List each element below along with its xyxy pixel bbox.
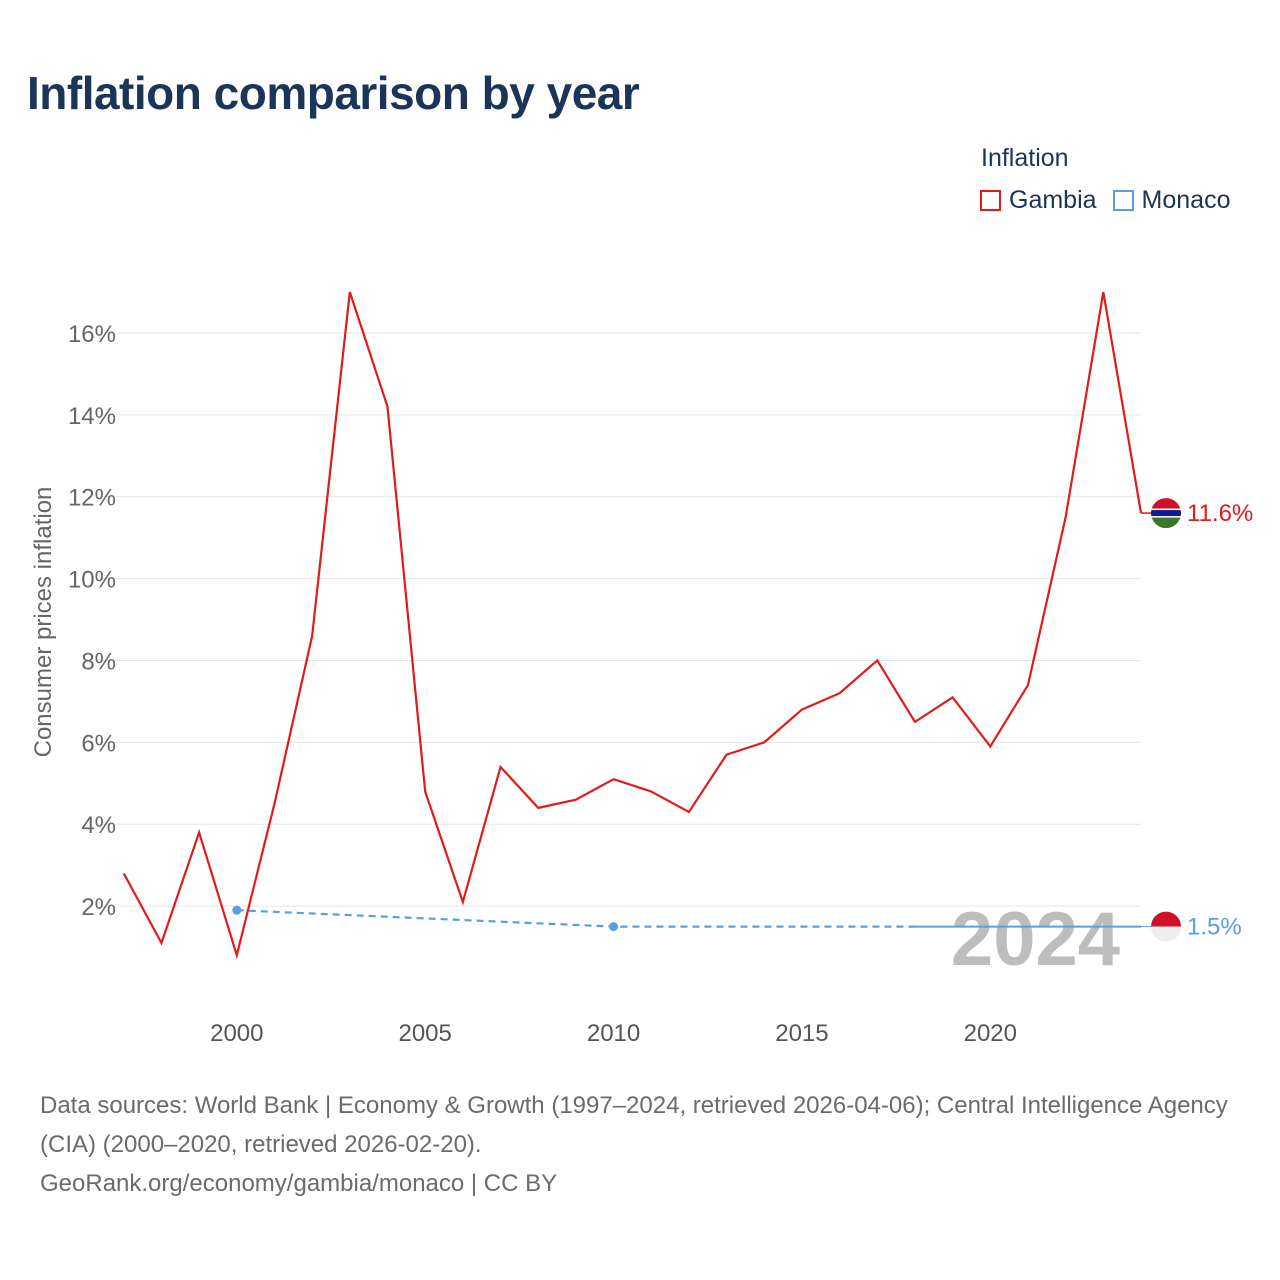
y-axis-label: Consumer prices inflation [30, 487, 57, 758]
monaco-point-2010 [609, 922, 619, 932]
legend-item-monaco[interactable]: Monaco [1112, 186, 1231, 215]
chart-plot-area: 2% 4% 6% 8% 10% 12% 14% 16% 2000 2005 2010 2015 2020… [30, 291, 1253, 1047]
y-tick-label-2: 2% [81, 894, 116, 921]
legend-label-gambia: Gambia [1009, 186, 1097, 214]
x-tick-label-2005: 2005 [398, 1020, 451, 1047]
data-sources: Data sources: World Bank | Economy & Gro… [40, 1086, 1240, 1203]
credit-link[interactable]: GeoRank.org/economy/gambia/monaco | CC B… [40, 1170, 558, 1197]
legend-swatch-monaco [1112, 190, 1134, 211]
monaco-end-label: 1.5% [1187, 914, 1242, 941]
gambia-end-label: 11.6% [1187, 500, 1253, 527]
legend-title: Inflation [981, 144, 1069, 172]
series-layer [122, 291, 1181, 960]
legend-label-monaco: Monaco [1141, 186, 1231, 214]
legend: Gambia Monaco [980, 186, 1231, 215]
y-tick-label-12: 12% [68, 485, 116, 512]
y-tick-label-16: 16% [68, 321, 116, 348]
end-labels: 11.6% 1.5% [1187, 500, 1253, 941]
sources-text: Data sources: World Bank | Economy & Gro… [40, 1092, 1228, 1158]
x-tick-label-2000: 2000 [210, 1020, 263, 1047]
y-tick-label-10: 10% [68, 567, 116, 594]
grid-lines [100, 332, 1141, 907]
monaco-point-2000 [232, 905, 242, 915]
x-tick-label-2010: 2010 [587, 1020, 640, 1047]
x-tick-label-2020: 2020 [964, 1020, 1017, 1047]
x-tick-label-2015: 2015 [775, 1020, 828, 1047]
y-tick-label-4: 4% [81, 812, 116, 839]
year-watermark: 2024 [951, 897, 1120, 982]
y-tick-label-8: 8% [81, 648, 116, 675]
axis-labels: 2% 4% 6% 8% 10% 12% 14% 16% 2000 2005 2010 2015 2020 [68, 321, 1017, 1047]
y-tick-label-6: 6% [81, 730, 116, 757]
gambia-flag-icon [1151, 498, 1181, 529]
monaco-line-dashed [236, 909, 915, 928]
legend-item-gambia[interactable]: Gambia [980, 186, 1097, 215]
y-tick-label-14: 14% [68, 403, 116, 430]
legend-swatch-gambia [980, 190, 1001, 211]
monaco-flag-icon [1151, 911, 1181, 942]
chart-title: Inflation comparison by year [27, 67, 640, 119]
gambia-line [122, 291, 1143, 960]
